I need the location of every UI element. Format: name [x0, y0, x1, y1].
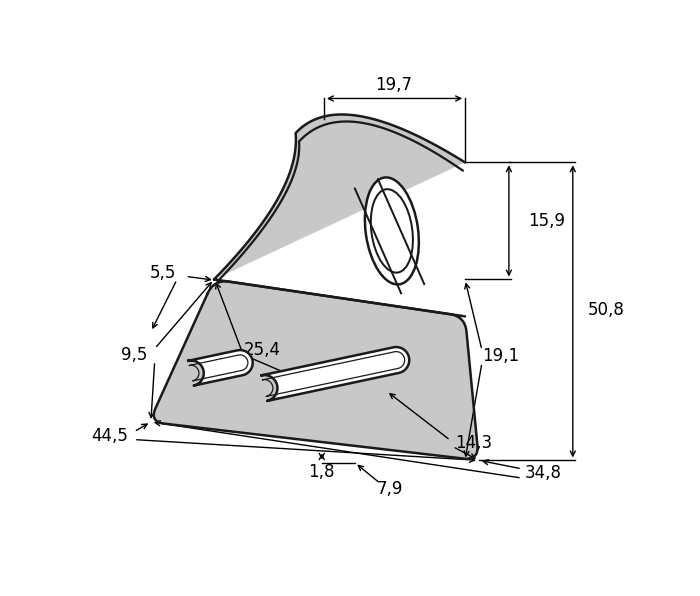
Polygon shape — [262, 347, 410, 401]
Polygon shape — [188, 350, 253, 386]
Text: 15,9: 15,9 — [528, 212, 565, 230]
Text: 19,1: 19,1 — [482, 347, 519, 365]
Text: 7,9: 7,9 — [377, 480, 402, 498]
Text: 1,8: 1,8 — [309, 463, 335, 481]
Text: 5,5: 5,5 — [150, 264, 176, 283]
Polygon shape — [154, 281, 477, 459]
Ellipse shape — [371, 189, 413, 272]
Text: 50,8: 50,8 — [588, 301, 625, 319]
Text: 34,8: 34,8 — [524, 464, 561, 482]
Text: 14,3: 14,3 — [455, 434, 492, 452]
Text: 25,4: 25,4 — [244, 342, 280, 359]
Text: 9,5: 9,5 — [120, 346, 147, 364]
Text: 19,7: 19,7 — [375, 76, 412, 94]
Text: 44,5: 44,5 — [91, 427, 128, 445]
Ellipse shape — [365, 178, 419, 284]
